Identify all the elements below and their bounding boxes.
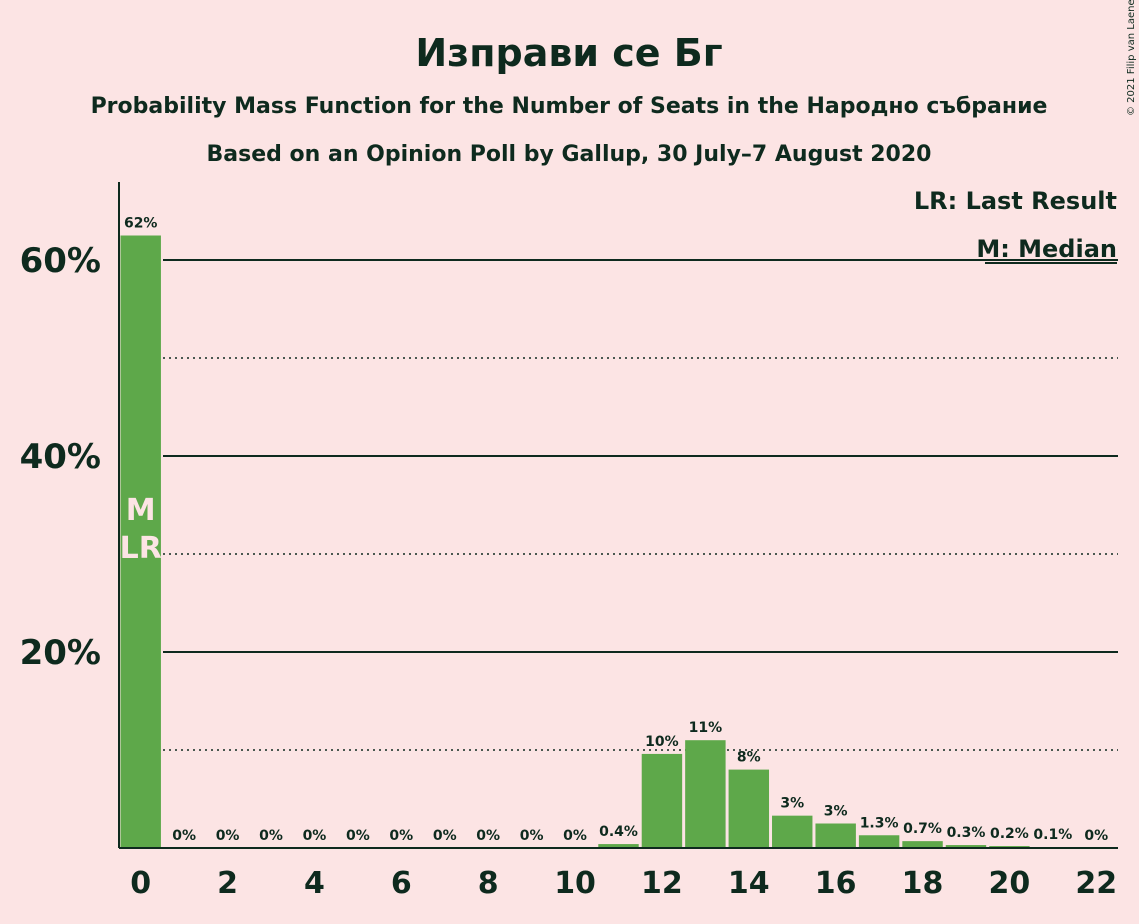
bar	[815, 823, 856, 848]
x-tick-label: 4	[304, 866, 325, 901]
data-label: 0%	[433, 828, 457, 844]
data-label: 8%	[737, 750, 761, 766]
grid-lines	[163, 259, 1118, 751]
data-label: 0.2%	[990, 826, 1029, 842]
data-label: 0%	[389, 828, 413, 844]
bar	[945, 845, 987, 848]
bar	[120, 235, 161, 848]
x-tick-label: 6	[391, 866, 412, 901]
data-label: 0%	[346, 828, 370, 844]
axes: 20% 40% 60% 0 2 4 6 8 10 12 14 16 18 20 22	[20, 182, 1118, 901]
data-labels: 62% 0% 0% 0% 0% 0% 0% 0% 0% 0% 0% 0.4% 10% 11% 8% 3% 3% 1…	[120, 216, 1109, 845]
data-label: 11%	[689, 720, 723, 736]
legend-median: M: Median	[976, 235, 1117, 263]
bar	[902, 841, 943, 848]
bar	[598, 844, 639, 848]
x-tick-label: 16	[815, 866, 857, 901]
data-label: 0%	[216, 828, 240, 844]
data-label: 0.3%	[947, 825, 986, 841]
data-label: 62%	[124, 216, 158, 232]
bar	[728, 769, 770, 848]
data-label: 0%	[476, 828, 500, 844]
x-tick-label: 8	[478, 866, 499, 901]
data-label: 3%	[824, 804, 848, 820]
data-label: 0%	[172, 828, 196, 844]
median-marker: M	[126, 493, 156, 528]
y-tick-label: 20%	[20, 633, 101, 673]
x-tick-label: 20	[989, 866, 1031, 901]
chart-subtitle-source: Based on an Opinion Poll by Gallup, 30 J…	[207, 142, 932, 167]
bar	[685, 740, 726, 848]
x-tick-label: 10	[554, 866, 596, 901]
bar	[641, 753, 683, 848]
data-label: 1.3%	[860, 815, 899, 831]
data-label: 0%	[563, 828, 587, 844]
data-label: 0%	[1084, 828, 1108, 844]
y-tick-label: 40%	[20, 437, 101, 477]
data-label: 0%	[259, 828, 283, 844]
last-result-marker: LR	[120, 531, 162, 566]
x-tick-label: 14	[728, 866, 770, 901]
data-label: 0%	[303, 828, 327, 844]
bars	[120, 235, 1074, 848]
data-label: 0%	[520, 828, 544, 844]
data-label: 10%	[645, 734, 679, 750]
x-tick-label: 0	[130, 866, 151, 901]
data-label: 0.4%	[599, 824, 638, 840]
legend-last-result: LR: Last Result	[914, 187, 1117, 215]
x-tick-label: 18	[902, 866, 944, 901]
bar	[772, 815, 813, 848]
data-label: 3%	[780, 796, 804, 812]
chart-title: Изправи се Бг	[415, 31, 722, 75]
bar	[858, 835, 900, 848]
y-tick-label: 60%	[20, 241, 101, 281]
data-label: 0.1%	[1033, 827, 1072, 843]
x-tick-label: 12	[641, 866, 683, 901]
x-tick-label: 22	[1075, 866, 1117, 901]
chart-subtitle: Probability Mass Function for the Number…	[91, 94, 1048, 119]
x-tick-label: 2	[217, 866, 238, 901]
copyright-text: © 2021 Filip van Laenen	[1126, 0, 1137, 116]
data-label: 0.7%	[903, 821, 942, 837]
